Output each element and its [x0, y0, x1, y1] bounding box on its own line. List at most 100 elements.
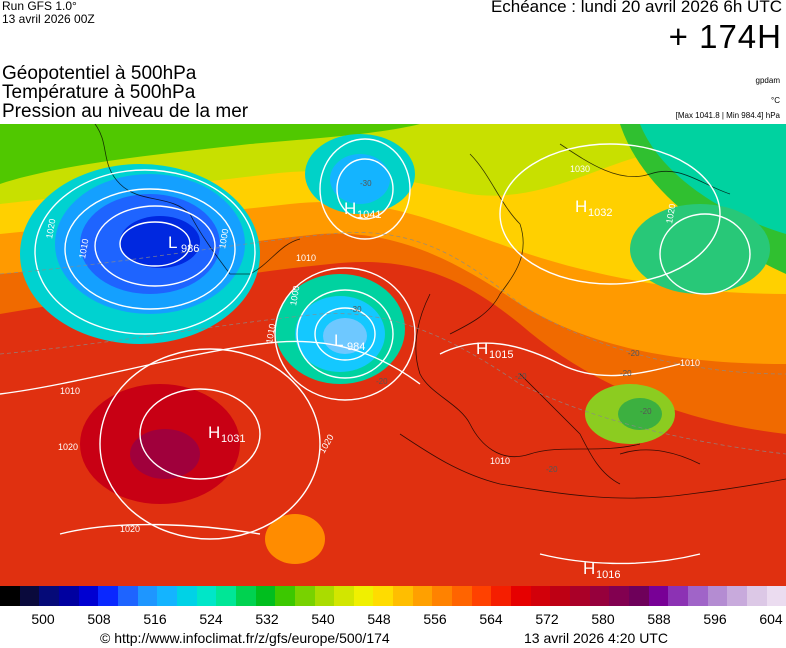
- temperature-label: -20: [515, 372, 527, 381]
- isobars: [0, 138, 751, 565]
- pressure-center-value: 1031: [221, 433, 245, 445]
- isobar-label: 1000: [288, 285, 301, 306]
- pressure-center-value: 1032: [588, 207, 612, 219]
- geopotential-color-scale: [0, 586, 786, 606]
- run-date: 13 avril 2026 00Z: [2, 12, 95, 26]
- unit-gpdam: gpdam: [755, 76, 780, 85]
- forecast-valid-time: Echéance : lundi 20 avril 2026 6h UTC: [490, 0, 782, 16]
- title-pressure: Pression au niveau de la mer: [2, 101, 249, 122]
- scale-tick-label: 508: [87, 611, 111, 627]
- pressure-center-label: H 1041: [344, 199, 381, 221]
- scale-swatch: [353, 586, 374, 606]
- copyright-url: © http://www.infoclimat.fr/z/gfs/europe/…: [100, 630, 390, 646]
- scale-swatch: [746, 586, 767, 606]
- pressure-center-label: H 1015: [476, 339, 513, 361]
- scale-swatch: [570, 586, 590, 606]
- pressure-extremes: [Max 1041.8 | Min 984.4] hPa: [675, 111, 780, 120]
- pressure-center-label: H 1031: [208, 423, 245, 445]
- scale-swatch: [275, 586, 295, 606]
- scale-swatch: [609, 586, 629, 606]
- scale-swatch: [19, 586, 40, 606]
- scale-tick-label: 540: [311, 611, 335, 627]
- scale-swatch: [157, 586, 177, 606]
- pressure-center-type: L: [334, 331, 343, 350]
- scale-swatch: [334, 586, 354, 606]
- temperature-label: -20: [628, 349, 640, 358]
- pressure-center-type: H: [208, 423, 220, 442]
- scale-swatch: [393, 586, 413, 606]
- isobar-label: 1010: [296, 253, 316, 263]
- scale-swatch: [629, 586, 649, 606]
- pressure-center-type: H: [476, 339, 488, 358]
- scale-swatch: [0, 586, 20, 606]
- pressure-center-value: 1015: [489, 349, 513, 361]
- pressure-center-value: 1041: [357, 209, 381, 221]
- temperature-field: [0, 124, 786, 586]
- pressure-center-value: 986: [181, 243, 199, 255]
- scale-swatch: [648, 586, 669, 606]
- isobar-label: 1020: [120, 524, 140, 534]
- scale-tick-label: 596: [703, 611, 727, 627]
- title-temperature: Température à 500hPa: [2, 82, 196, 103]
- scale-swatch: [235, 586, 256, 606]
- isobar-label: 1010: [264, 323, 277, 344]
- scale-swatch: [432, 586, 453, 606]
- scale-swatch: [452, 586, 472, 606]
- isobar-label: 1010: [680, 358, 700, 368]
- isobar-label: 1010: [77, 238, 90, 259]
- scale-tick-label: 556: [423, 611, 447, 627]
- pressure-center-type: H: [583, 559, 595, 578]
- isobar-label: 1000: [217, 228, 230, 249]
- temperature-isolines: [0, 232, 786, 455]
- pressure-center-type: L: [168, 233, 177, 252]
- pressure-center-label: H 1032: [575, 197, 612, 219]
- scale-swatch: [707, 586, 728, 606]
- isobar-labels: 1020 1010 1000 1010 1000 1010 1010 1030 1020 1010…: [44, 164, 700, 534]
- pressure-center-value: 1016: [596, 569, 620, 581]
- scale-swatch: [255, 586, 276, 606]
- scale-swatch: [766, 586, 786, 606]
- temperature-label: -20: [546, 465, 558, 474]
- scale-swatch: [314, 586, 335, 606]
- temperature-label: -20: [376, 377, 388, 386]
- isobar-label: 1020: [664, 203, 677, 224]
- scale-swatch: [687, 586, 708, 606]
- scale-swatch: [491, 586, 512, 606]
- scale-swatch: [471, 586, 492, 606]
- pressure-center-label: L 984: [334, 331, 365, 353]
- scale-swatch: [373, 586, 394, 606]
- scale-swatch: [294, 586, 315, 606]
- forecast-hour: + 174H: [668, 18, 782, 55]
- generation-date: 13 avril 2026 4:20 UTC: [524, 630, 668, 646]
- pressure-center-label: L 986: [168, 233, 199, 255]
- scale-tick-label: 532: [255, 611, 279, 627]
- scale-swatch: [78, 586, 99, 606]
- scale-swatch: [511, 586, 531, 606]
- temperature-label: -20: [620, 369, 632, 378]
- scale-tick-label: 524: [199, 611, 223, 627]
- run-label: Run GFS 1.0°: [2, 0, 77, 13]
- scale-tick-label: 588: [647, 611, 671, 627]
- scale-swatch: [727, 586, 747, 606]
- isobar-label: 1010: [60, 386, 80, 396]
- pressure-center-value: 984: [347, 341, 365, 353]
- scale-tick-label: 572: [535, 611, 559, 627]
- scale-swatch: [412, 586, 433, 606]
- scale-tick-label: 604: [759, 611, 783, 627]
- pressure-center-label: H 1016: [583, 559, 620, 581]
- temperature-labels: -20 -30 -30 -20 -20 -20 -20 -20: [350, 179, 652, 474]
- isobar-label: 1030: [570, 164, 590, 174]
- temperature-label: -20: [640, 407, 652, 416]
- scale-tick-label: 516: [143, 611, 167, 627]
- isobar-label: 1010: [490, 456, 510, 466]
- scale-swatch: [216, 586, 236, 606]
- scale-swatch: [176, 586, 197, 606]
- isobar-label: 1020: [58, 442, 78, 452]
- pressure-center-type: H: [344, 199, 356, 218]
- scale-swatch: [58, 586, 79, 606]
- scale-swatch: [668, 586, 688, 606]
- scale-swatch: [530, 586, 551, 606]
- pressure-center-type: H: [575, 197, 587, 216]
- scale-swatch: [98, 586, 118, 606]
